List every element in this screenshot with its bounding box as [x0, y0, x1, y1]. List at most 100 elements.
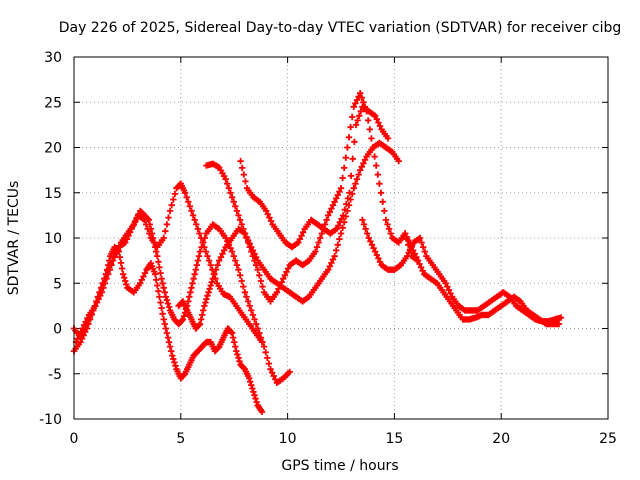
data-point — [353, 96, 361, 104]
data-point — [362, 225, 369, 233]
data-point — [227, 328, 235, 336]
data-point — [252, 395, 259, 402]
data-point — [162, 325, 169, 332]
data-point — [334, 191, 341, 199]
data-point — [350, 185, 357, 192]
data-point — [232, 343, 239, 350]
data-point — [170, 355, 177, 363]
data-point — [160, 234, 167, 242]
data-point — [165, 338, 173, 346]
data-point — [164, 334, 172, 341]
data-point — [192, 266, 199, 273]
data-point — [251, 250, 258, 257]
data-point — [233, 347, 240, 355]
data-point — [373, 116, 380, 123]
series-arc-8 — [401, 230, 563, 328]
data-point — [181, 189, 189, 196]
y-tick-label: 0 — [53, 322, 62, 338]
data-point — [358, 94, 365, 101]
data-point — [191, 271, 198, 278]
data-point — [445, 286, 453, 294]
data-point — [74, 335, 81, 342]
data-point — [312, 248, 319, 255]
data-point — [251, 392, 258, 399]
data-point — [264, 354, 271, 362]
data-point — [406, 240, 414, 247]
data-point — [77, 328, 85, 336]
data-point — [349, 155, 356, 162]
data-point — [240, 171, 247, 178]
data-point — [161, 289, 168, 296]
data-point — [97, 292, 104, 299]
data-point — [385, 225, 393, 233]
data-point — [296, 235, 304, 243]
data-point — [202, 248, 210, 255]
data-point — [361, 156, 369, 164]
data-point — [171, 190, 179, 198]
data-point — [358, 163, 365, 170]
data-point — [214, 261, 221, 269]
data-point — [196, 320, 204, 328]
data-point — [188, 284, 195, 291]
data-point — [118, 265, 126, 272]
data-point — [239, 164, 246, 172]
data-point — [225, 185, 233, 192]
data-point — [234, 351, 241, 358]
data-point — [95, 295, 102, 303]
data-point — [337, 230, 345, 237]
data-point — [395, 157, 402, 165]
x-tick-label: 10 — [279, 431, 297, 447]
data-point — [295, 239, 302, 246]
data-point — [199, 311, 206, 319]
data-point — [413, 254, 420, 261]
plot-frame — [73, 56, 609, 420]
data-point — [236, 358, 243, 365]
data-point — [235, 212, 242, 219]
data-point — [346, 189, 353, 196]
data-point — [365, 234, 372, 242]
data-point — [236, 216, 244, 224]
data-point — [417, 264, 425, 271]
data-point — [155, 288, 162, 295]
data-point — [249, 385, 256, 392]
data-point — [93, 299, 101, 306]
data-point — [132, 217, 139, 225]
data-point — [211, 271, 218, 278]
data-point — [286, 368, 293, 376]
data-point — [250, 388, 257, 396]
data-point — [201, 234, 208, 242]
data-point — [246, 302, 253, 310]
data-point — [442, 280, 449, 287]
data-point — [178, 317, 186, 324]
data-point — [341, 206, 348, 213]
data-point — [265, 360, 273, 367]
data-point — [165, 214, 172, 221]
data-point — [240, 225, 247, 233]
data-point — [387, 230, 394, 237]
data-point — [444, 283, 451, 290]
data-point — [133, 214, 141, 221]
data-point — [267, 217, 275, 225]
data-point — [249, 311, 257, 319]
data-point — [98, 289, 105, 296]
data-point — [420, 243, 427, 251]
data-point — [240, 283, 247, 290]
data-point — [370, 245, 377, 252]
data-point — [153, 276, 160, 284]
data-point — [270, 372, 277, 380]
data-point — [217, 254, 225, 261]
data-point — [154, 252, 161, 260]
data-point — [153, 248, 160, 255]
data-point — [101, 280, 109, 287]
data-point — [368, 135, 375, 142]
y-tick-label: 30 — [44, 50, 62, 66]
data-point — [233, 207, 241, 215]
data-point — [333, 247, 340, 254]
series-arc-3 — [72, 207, 293, 386]
data-point — [237, 157, 244, 165]
data-point — [121, 274, 128, 281]
data-point — [384, 221, 391, 228]
data-point — [334, 241, 341, 248]
data-point — [198, 243, 205, 251]
x-axis-label: GPS time / hours — [281, 458, 398, 474]
